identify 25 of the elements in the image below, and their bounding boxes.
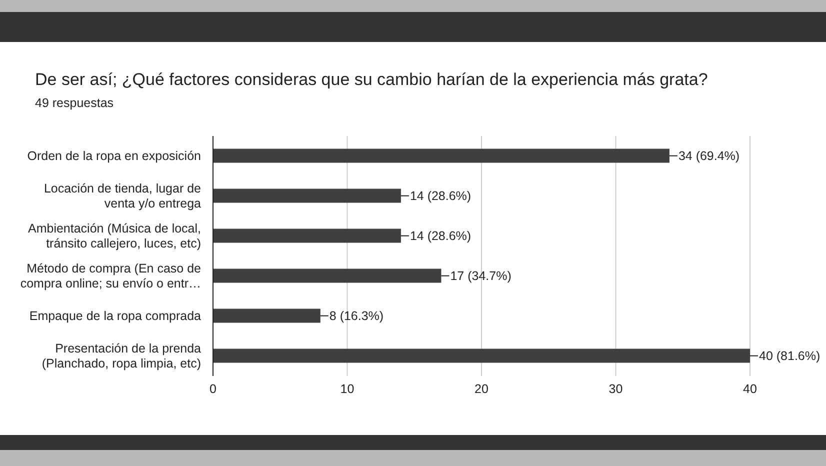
data-label: 34 (69.4%) [678, 148, 740, 163]
x-tick-label: 30 [608, 382, 623, 396]
data-label: 14 (28.6%) [410, 228, 472, 243]
bar [213, 348, 750, 363]
y-tick-label: Presentación de la prenda (Planchado, ropa limpia, etc) [42, 342, 202, 370]
bar [213, 188, 401, 203]
bar [213, 268, 442, 283]
y-tick-label: Orden de la ropa en exposición [27, 149, 202, 163]
y-tick-label: Ambientación (Música de local, tránsito callejero, luces, etc) [28, 222, 201, 250]
x-tick-label: 0 [210, 382, 217, 396]
data-label: 40 (81.6%) [759, 348, 820, 363]
x-tick-label: 10 [340, 382, 354, 396]
bar [213, 228, 401, 243]
text: 49 respuestas [35, 96, 114, 110]
data-label: 8 (16.3%) [329, 308, 384, 323]
y-tick-label: Locación de tienda, lugar de venta y/o entrega [44, 182, 202, 210]
data-label: 17 (34.7%) [450, 268, 512, 283]
y-tick-label: Empaque de la ropa comprada [29, 309, 202, 323]
x-tick-label: 40 [743, 382, 757, 396]
bar [213, 308, 320, 323]
chart-title: De ser así; ¿Qué factores consideras que su cambio harían de la experiencia más grata? [35, 70, 708, 90]
bar [213, 148, 670, 163]
x-tick-label: 20 [474, 382, 488, 396]
y-tick-label: Método de compra (En caso de compra online; su envío o entr… [20, 262, 202, 290]
data-label: 14 (28.6%) [410, 188, 472, 203]
